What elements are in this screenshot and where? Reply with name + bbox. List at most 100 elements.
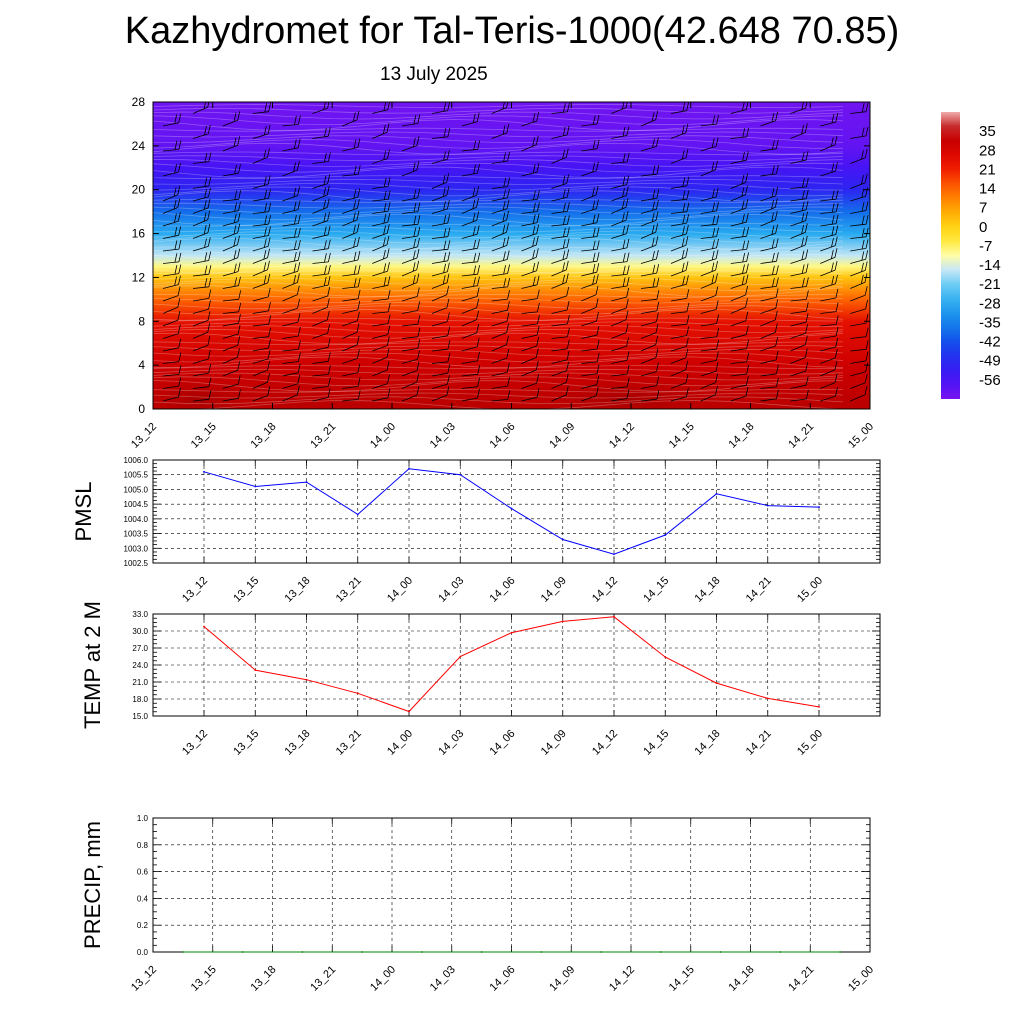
axis-ticks <box>152 817 871 953</box>
y-axis-label: PRECIP, mm <box>80 821 105 949</box>
y-tick-label: 0.6 <box>137 868 149 877</box>
x-tick-label: 14_09 <box>547 964 577 994</box>
y-tick-label: 20 <box>132 183 146 197</box>
x-tick-label: 14_06 <box>488 575 518 605</box>
x-tick-label: 13_21 <box>308 421 338 451</box>
data-point <box>839 951 842 953</box>
x-tick-label: 14_21 <box>744 728 774 758</box>
x-tick-label: 14_03 <box>436 728 466 758</box>
data-point <box>301 951 304 953</box>
data-point <box>356 513 359 516</box>
x-tick-label: 13_12 <box>180 575 210 605</box>
x-tick-label: 14_09 <box>539 728 569 758</box>
colorbar-label: 14 <box>979 181 996 198</box>
x-tick-label: 14_12 <box>590 575 620 605</box>
y-tick-label: 1006.0 <box>124 456 149 465</box>
y-axis-label: PMSL <box>71 482 96 542</box>
x-tick-label: 14_09 <box>547 421 577 451</box>
x-tick-label: 14_03 <box>436 575 466 605</box>
data-point <box>510 631 513 634</box>
data-point <box>480 951 483 953</box>
data-point <box>818 706 820 708</box>
y-tick-label: 24 <box>132 139 146 153</box>
chart-title: Kazhydromet for Tal-Teris-1000(42.648 70… <box>124 10 900 52</box>
x-tick-label: 14_18 <box>693 728 723 758</box>
data-point <box>254 669 257 671</box>
panel-pmsl: 1006.0 1005.5 1005.0 1004.5 1004.0 1003.5 1003… <box>71 456 881 605</box>
data-point <box>408 710 410 713</box>
data-point <box>719 951 722 953</box>
data-point <box>664 534 667 536</box>
y-tick-label: 4 <box>138 358 145 372</box>
colorbar-label: -7 <box>979 238 992 255</box>
data-point <box>510 507 513 510</box>
data-point <box>613 553 615 556</box>
data-point <box>613 615 615 618</box>
x-tick-label: 14_03 <box>428 421 458 451</box>
x-tick-label: 14_12 <box>607 964 637 994</box>
data-point <box>361 951 364 953</box>
y-tick-label: 0.4 <box>137 894 149 903</box>
x-tick-label: 13_12 <box>180 728 210 758</box>
x-tick-label: 14_15 <box>641 575 671 605</box>
data-point <box>600 951 603 953</box>
data-point <box>241 951 244 953</box>
data-point <box>254 485 257 488</box>
axis-ticks <box>153 459 880 564</box>
data-point <box>305 481 308 483</box>
y-tick-label: 27.0 <box>132 644 148 653</box>
x-tick-label: 14_12 <box>607 421 637 451</box>
y-tick-label: 0.2 <box>137 921 149 930</box>
data-point <box>459 473 462 476</box>
y-tick-label: 1005.5 <box>124 471 149 480</box>
y-tick-label: 0.8 <box>137 841 149 850</box>
x-tick-label: 13_15 <box>231 728 261 758</box>
x-tick-label: 14_18 <box>727 964 757 994</box>
x-tick-label: 13_21 <box>334 728 364 758</box>
x-tick-label: 14_15 <box>667 964 697 994</box>
data-point <box>561 620 564 623</box>
chart-subtitle: 13 July 2025 <box>380 64 488 85</box>
colorbar-label: 0 <box>979 219 987 236</box>
y-tick-label: 16 <box>132 227 146 241</box>
colorbar <box>941 112 960 399</box>
x-tick-label: 15_00 <box>795 575 825 605</box>
y-tick-label: 18.0 <box>132 695 148 704</box>
x-tick-label: 14_21 <box>786 964 816 994</box>
x-tick-label: 13_15 <box>189 964 219 994</box>
x-tick-label: 13_15 <box>189 421 219 451</box>
data-point <box>779 951 782 953</box>
x-tick-label: 15_00 <box>795 728 825 758</box>
data-point <box>715 492 718 495</box>
x-tick-label: 14_18 <box>693 575 723 605</box>
colorbar-label: 7 <box>979 200 987 217</box>
y-tick-label: 1003.0 <box>124 544 149 553</box>
x-tick-label: 13_18 <box>249 421 279 451</box>
y-tick-label: 15.0 <box>132 712 148 721</box>
x-tick-label: 13_18 <box>283 728 313 758</box>
data-points <box>203 467 820 556</box>
x-tick-label: 13_21 <box>334 575 364 605</box>
x-tick-label: 15_00 <box>846 964 876 994</box>
x-tick-label: 13_15 <box>231 575 261 605</box>
colorbar-label: -21 <box>979 276 1001 293</box>
x-tick-label: 14_03 <box>428 964 458 994</box>
y-tick-label: 30.0 <box>132 627 148 636</box>
colorbar-label: -28 <box>979 295 1001 312</box>
x-tick-label: 14_00 <box>385 575 415 605</box>
colorbar-label: 21 <box>979 161 996 178</box>
data-point <box>715 682 718 685</box>
data-point <box>408 467 410 470</box>
grid-lines <box>153 460 880 563</box>
x-tick-label: 13_21 <box>308 964 338 994</box>
y-tick-label: 1002.5 <box>124 559 149 568</box>
data-point <box>540 951 543 953</box>
wind-barbs <box>162 102 869 402</box>
x-tick-label: 14_00 <box>368 421 398 451</box>
y-tick-label: 8 <box>138 314 145 328</box>
data-point <box>766 697 769 700</box>
x-tick-label: 13_12 <box>129 421 159 451</box>
x-tick-label: 14_00 <box>368 964 398 994</box>
y-axis-label: TEMP at 2 M <box>80 601 105 729</box>
